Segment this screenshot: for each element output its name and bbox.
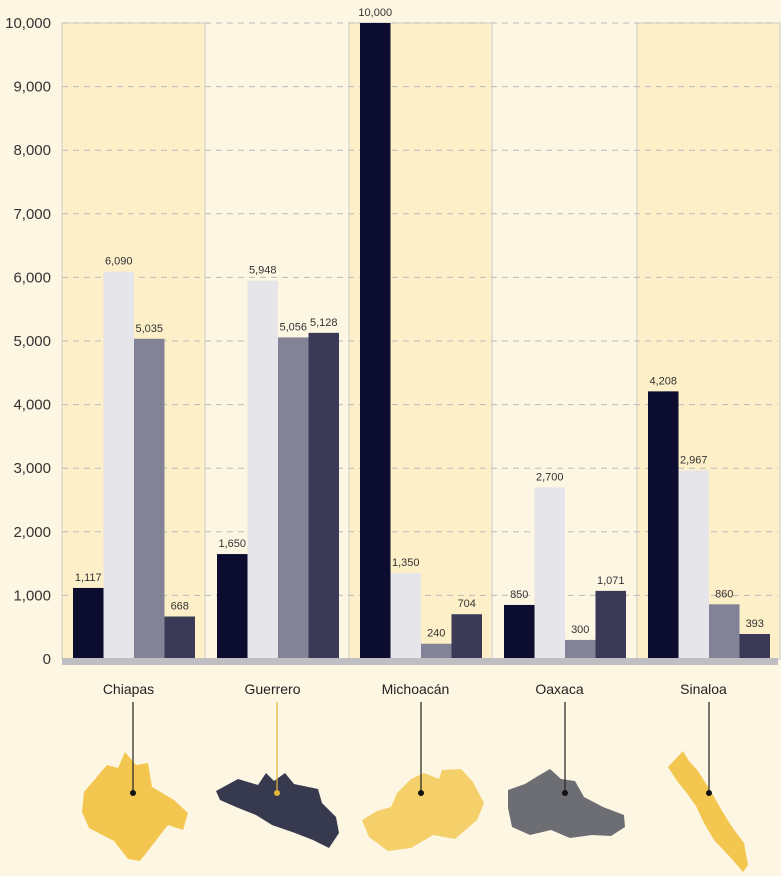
map-dot	[562, 790, 568, 796]
bar	[504, 604, 535, 659]
data-label: 6,090	[105, 256, 133, 268]
data-label: 2,967	[680, 454, 708, 466]
data-label: 5,035	[135, 323, 163, 335]
data-label: 2,700	[536, 471, 564, 483]
bar	[451, 614, 482, 659]
data-label: 850	[510, 589, 528, 601]
data-label: 5,128	[310, 317, 338, 329]
data-label: 1,350	[392, 557, 420, 569]
data-label: 860	[715, 588, 733, 600]
category-label: Guerrero	[244, 681, 300, 697]
bar	[247, 280, 278, 659]
y-tick-label: 10,000	[5, 15, 51, 32]
category-label: Chiapas	[103, 681, 154, 697]
baseline	[62, 658, 778, 665]
bar	[739, 634, 770, 659]
map-dot	[274, 790, 280, 796]
bar	[164, 616, 195, 659]
map-dot	[130, 790, 136, 796]
data-label: 704	[458, 598, 476, 610]
category-label: Sinaloa	[680, 681, 727, 697]
y-tick-label: 3,000	[13, 460, 51, 477]
data-label: 300	[571, 624, 589, 636]
y-axis: 0 1,000 2,000 3,000 4,000 5,000 6,000 7,000 8,00…	[5, 15, 51, 668]
bar	[648, 391, 679, 659]
data-label: 5,056	[279, 321, 307, 333]
data-label: 4,208	[649, 375, 677, 387]
data-label: 668	[171, 601, 189, 613]
x-axis: Chiapas Guerrero Michoacán Oaxaca Sinaloa	[62, 658, 778, 697]
y-tick-label: 7,000	[13, 206, 51, 223]
michoacan-map-icon	[362, 769, 484, 851]
data-label: 240	[427, 628, 445, 640]
y-tick-label: 2,000	[13, 524, 51, 541]
bar	[534, 487, 565, 659]
bar	[595, 590, 626, 659]
bar	[103, 271, 134, 659]
bar	[390, 573, 421, 659]
y-tick-label: 0	[43, 651, 51, 668]
oaxaca-map-icon	[508, 769, 625, 838]
map-dot	[706, 790, 712, 796]
chiapas-map-icon	[82, 752, 188, 861]
bars	[73, 23, 770, 659]
bar	[421, 643, 452, 659]
data-label: 1,117	[75, 572, 102, 584]
y-tick-label: 6,000	[13, 269, 51, 286]
bar	[217, 554, 248, 659]
data-label: 1,071	[597, 575, 625, 587]
bar	[308, 332, 339, 659]
guerrero-map-icon	[216, 773, 339, 848]
value-labels: 1,117 6,090 5,035 668 1,650 5,948 5,056 5,128 10…	[75, 7, 764, 640]
bar	[709, 604, 740, 659]
category-label: Oaxaca	[535, 681, 583, 697]
bar	[678, 470, 709, 659]
y-tick-label: 1,000	[13, 587, 51, 604]
bar	[565, 639, 596, 659]
bar	[134, 338, 165, 659]
bar	[360, 23, 391, 659]
state-maps	[82, 702, 748, 872]
y-tick-label: 9,000	[13, 79, 51, 96]
y-tick-label: 8,000	[13, 142, 51, 159]
data-label: 393	[746, 618, 764, 630]
y-tick-label: 5,000	[13, 333, 51, 350]
data-label: 5,948	[249, 265, 277, 277]
bar	[278, 337, 309, 659]
data-label: 1,650	[218, 538, 246, 550]
map-dot	[418, 790, 424, 796]
sinaloa-map-icon	[668, 751, 748, 872]
y-tick-label: 4,000	[13, 397, 51, 414]
bar	[73, 587, 104, 659]
data-label: 10,000	[358, 7, 392, 19]
category-label: Michoacán	[382, 681, 450, 697]
